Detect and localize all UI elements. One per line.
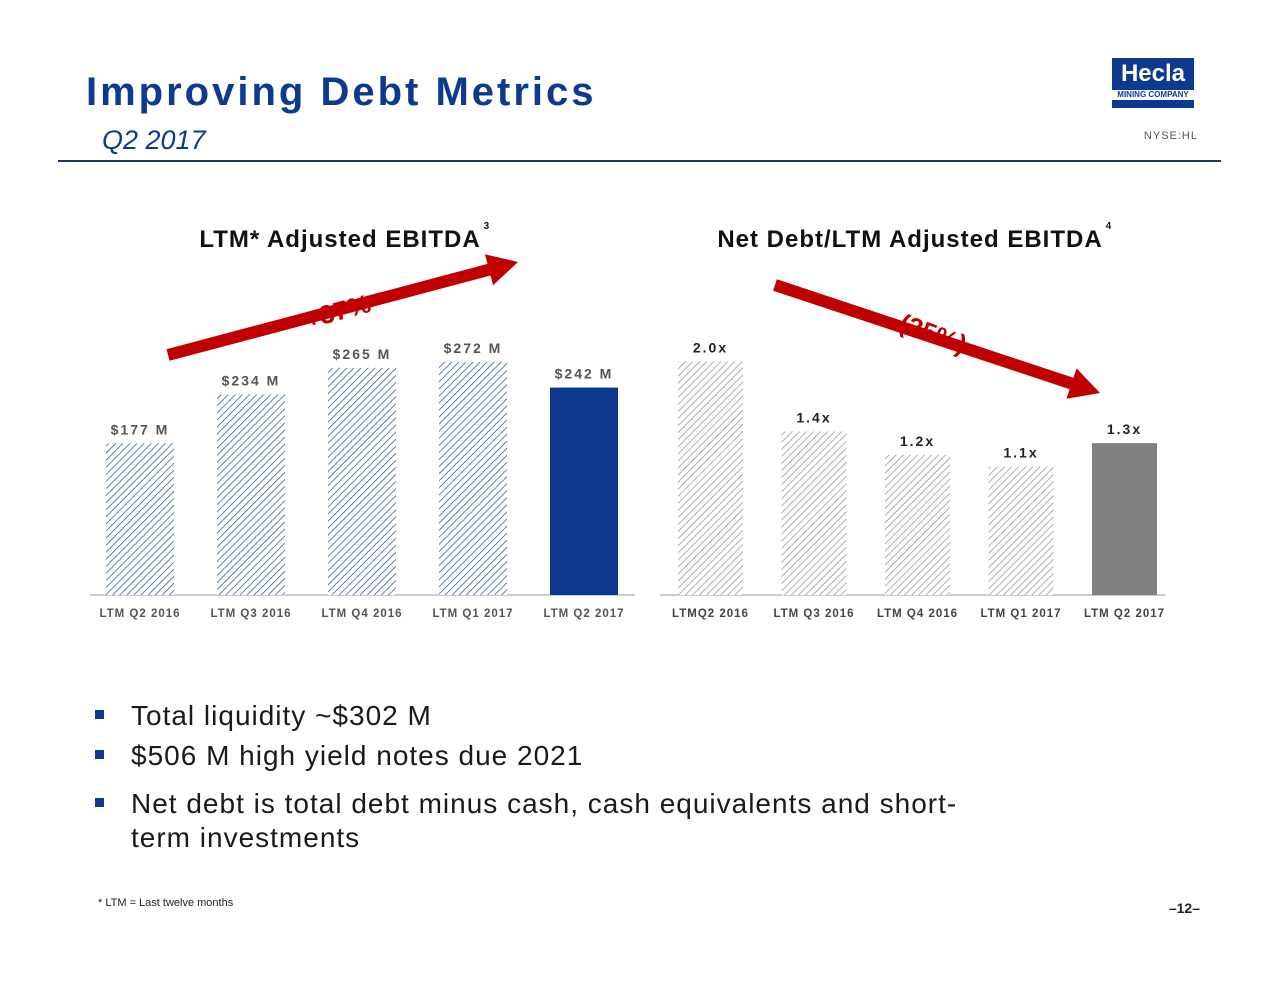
- bullet-text: term investments: [131, 822, 361, 853]
- page-title: Improving Debt Metrics: [86, 70, 597, 114]
- data-label: $272 M: [444, 340, 503, 356]
- bar: [988, 466, 1054, 595]
- bar: [781, 431, 847, 595]
- data-label: 1.2x: [900, 433, 935, 449]
- bar: [550, 387, 618, 595]
- bullet-square-icon: [95, 798, 104, 807]
- chart-title: LTM* Adjusted EBITDA: [199, 226, 480, 253]
- category-label: LTM Q1 2017: [432, 608, 513, 620]
- bullet-text: $506 M high yield notes due 2021: [131, 740, 584, 771]
- category-label: LTM Q4 2016: [877, 608, 958, 620]
- data-label: 1.1x: [1003, 445, 1038, 461]
- category-label: LTM Q3 2016: [210, 608, 291, 620]
- bar: [328, 367, 396, 595]
- category-label: LTM Q2 2017: [543, 608, 624, 620]
- category-label: LTM Q2 2016: [99, 608, 180, 620]
- chart-title-footnote: 3: [484, 221, 490, 232]
- data-label: $177 M: [111, 421, 170, 437]
- trend-arrow-icon: [773, 279, 1100, 399]
- category-label: LTM Q1 2017: [980, 608, 1061, 620]
- data-label: $234 M: [222, 372, 281, 388]
- charts-canvas: LTM* Adjusted EBITDA 3 $177 M LTM Q2 2016 $2…: [90, 221, 1165, 620]
- category-label: LTM Q3 2016: [773, 608, 854, 620]
- change-annotation: +37%: [301, 288, 374, 334]
- footnote: * LTM = Last twelve months: [98, 897, 234, 909]
- data-label: $265 M: [333, 346, 392, 362]
- data-label: 2.0x: [693, 339, 728, 355]
- bar: [439, 361, 507, 595]
- bar: [217, 394, 285, 595]
- data-label: 1.4x: [796, 409, 831, 425]
- category-label: LTMQ2 2016: [672, 608, 749, 620]
- page-subtitle: Q2 2017: [102, 125, 206, 155]
- bar: [678, 361, 743, 595]
- trend-arrow-icon: [166, 254, 518, 361]
- chart-title: Net Debt/LTM Adjusted EBITDA: [717, 226, 1102, 253]
- category-label: LTM Q2 2017: [1084, 608, 1165, 620]
- page-number: –12–: [1168, 900, 1200, 916]
- data-label: $242 M: [555, 366, 614, 382]
- bar: [885, 454, 950, 595]
- bullet-square-icon: [95, 750, 104, 759]
- change-annotation: (35%): [895, 308, 970, 360]
- bar: [1092, 443, 1157, 595]
- bullet-text: Net debt is total debt minus cash, cash …: [131, 788, 958, 819]
- company-logo: Hecla MINING COMPANY: [1112, 58, 1194, 108]
- bar: [106, 443, 174, 595]
- bullet-square-icon: [95, 710, 104, 719]
- category-label: LTM Q4 2016: [321, 608, 402, 620]
- bullet-text: Total liquidity ~$302 M: [131, 700, 432, 731]
- logo-wordmark: Hecla: [1120, 60, 1186, 87]
- logo-tagline: MINING COMPANY: [1112, 90, 1194, 100]
- header-divider: [58, 160, 1221, 162]
- data-label: 1.3x: [1107, 421, 1142, 437]
- chart-title-footnote: 4: [1106, 221, 1112, 232]
- ticker-symbol: NYSE:HL: [1143, 130, 1198, 142]
